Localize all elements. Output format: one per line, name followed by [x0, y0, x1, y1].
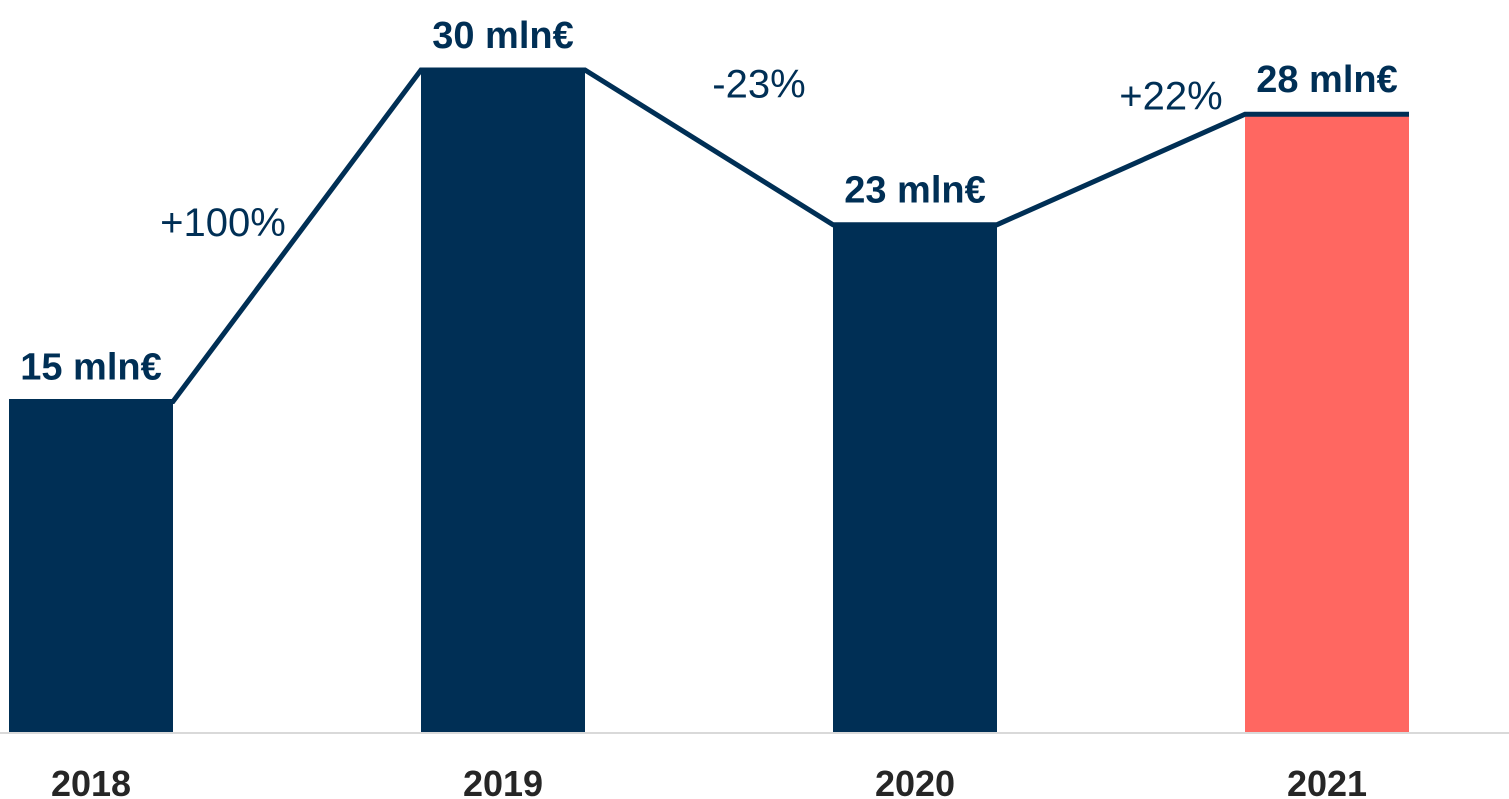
change-label-3: +22%	[1119, 74, 1222, 118]
bar-2019	[421, 70, 585, 733]
trend-line	[9, 67, 1409, 404]
value-label-2019: 30 mln€	[432, 15, 574, 57]
value-label-2020: 23 mln€	[844, 170, 986, 212]
value-label-2021: 28 mln€	[1256, 59, 1398, 101]
value-labels-group: 15 mln€ 30 mln€ 23 mln€ 28 mln€	[20, 15, 1398, 389]
bar-2018	[9, 401, 173, 733]
x-tick-label-2021: 2021	[1287, 763, 1367, 799]
x-tick-labels-group: 2018 2019 2020 2021	[51, 763, 1367, 799]
bar-2021	[1245, 114, 1409, 733]
change-label-2: -23%	[712, 62, 805, 106]
bar-2020	[833, 224, 997, 733]
bars-group	[9, 70, 1409, 733]
value-label-2018: 15 mln€	[20, 347, 162, 389]
change-labels-group: +100% -23% +22%	[160, 62, 1223, 244]
x-tick-label-2019: 2019	[463, 763, 543, 799]
x-tick-label-2020: 2020	[875, 763, 955, 799]
change-label-1: +100%	[160, 201, 286, 245]
x-tick-label-2018: 2018	[51, 763, 131, 799]
